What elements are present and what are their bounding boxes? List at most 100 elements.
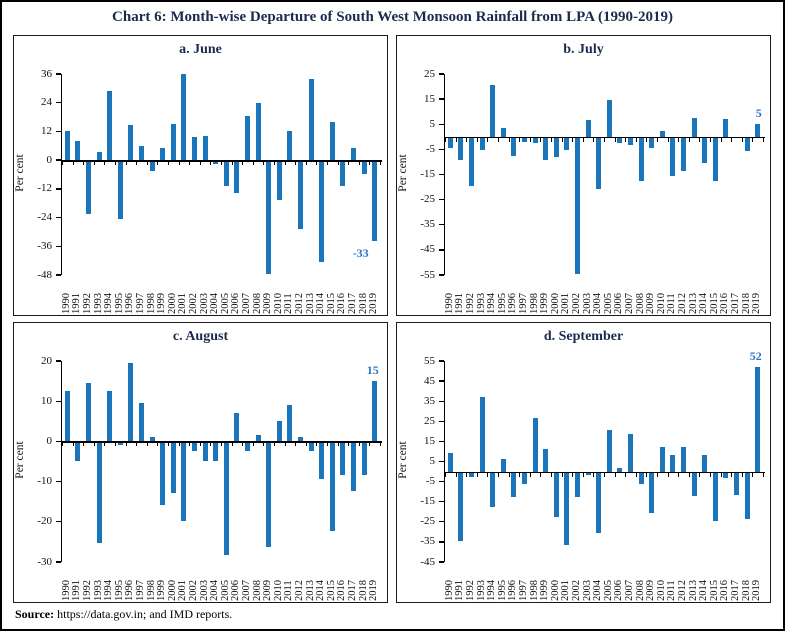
x-tick: [252, 442, 254, 447]
year-label: 2019: [368, 293, 380, 314]
y-tick-label: 24: [41, 96, 52, 109]
bar: [170, 124, 176, 161]
bar: [245, 442, 250, 451]
bar: [543, 449, 549, 472]
x-tick: [136, 442, 138, 447]
y-tick-label: -30: [37, 555, 52, 568]
x-tick: [498, 473, 499, 477]
x-tick: [699, 138, 701, 142]
bar: [64, 391, 70, 442]
x-tick: [125, 161, 127, 166]
year-label: 1992: [465, 293, 476, 314]
x-tick: [274, 161, 275, 166]
x-tick: [657, 473, 658, 477]
year-label: 1992: [82, 580, 93, 601]
x-tick: [93, 442, 95, 447]
bar: [223, 161, 229, 186]
y-tick-label: 5: [429, 117, 436, 130]
bar: [649, 138, 655, 149]
bar: [234, 413, 240, 442]
bar: [723, 119, 729, 137]
bar: [458, 473, 464, 542]
bar: [734, 473, 739, 496]
y-tick-label: 45: [424, 374, 435, 387]
bar: [564, 138, 570, 150]
x-tick: [337, 161, 339, 166]
x-tick: [455, 473, 457, 477]
y-tick: [56, 400, 61, 402]
year-label: 2001: [177, 580, 189, 601]
annotation-label: 5: [755, 106, 762, 121]
bar: [213, 442, 219, 461]
year-label: 2014: [315, 293, 327, 314]
x-tick: [667, 138, 669, 142]
y-tick: [439, 561, 444, 563]
y-tick-label: -20: [37, 515, 52, 528]
x-axis-line: [445, 471, 765, 474]
x-tick: [189, 161, 191, 166]
y-tick-label: -25: [420, 193, 435, 206]
y-tick-label: -45: [420, 555, 435, 568]
y-tick: [439, 360, 444, 362]
plot-area-june: 36 24 12 0 -12 -24 -36 -48 1990 1991 1992 1993 1994 1…: [14, 36, 387, 315]
x-tick: [614, 473, 616, 477]
x-tick: [763, 138, 764, 142]
x-tick: [62, 442, 63, 447]
bar: [192, 137, 197, 161]
year-label: 1996: [507, 293, 519, 314]
bar: [139, 403, 144, 442]
bar: [511, 138, 517, 156]
subplot-title-july: b. July: [563, 42, 604, 57]
y-tick: [56, 102, 61, 104]
bar: [329, 121, 335, 161]
x-tick: [731, 138, 733, 142]
y-tick: [439, 73, 444, 75]
x-tick: [476, 473, 478, 477]
bar: [86, 383, 91, 442]
y-tick: [56, 521, 61, 523]
x-tick: [466, 138, 468, 142]
x-tick: [551, 473, 552, 477]
x-tick: [199, 442, 201, 447]
subplot-title-september: d. September: [543, 329, 624, 344]
year-label: 2014: [315, 580, 327, 601]
y-tick: [439, 148, 444, 151]
bar: [192, 442, 197, 451]
bar: [617, 138, 623, 144]
bar: [479, 138, 485, 150]
x-tick: [305, 161, 307, 166]
x-tick: [380, 161, 381, 166]
bar: [308, 78, 314, 161]
year-label: 2001: [560, 580, 572, 601]
x-tick: [688, 138, 690, 142]
y-tick: [56, 216, 61, 219]
x-tick: [157, 442, 159, 447]
bar: [181, 74, 187, 161]
year-label: 1997: [135, 293, 146, 314]
year-label: 2012: [294, 580, 305, 601]
year-label: 2002: [571, 580, 582, 601]
y-tick: [56, 274, 61, 276]
y-tick-label: -48: [37, 268, 52, 281]
bar: [490, 473, 496, 508]
bar: [575, 138, 580, 274]
x-tick: [157, 161, 159, 166]
x-tick: [305, 442, 307, 447]
x-tick: [115, 442, 116, 447]
bar: [500, 128, 506, 137]
bar: [64, 131, 70, 161]
y-tick: [56, 561, 61, 563]
annotation-label: 15: [366, 363, 379, 378]
bar: [266, 442, 272, 548]
x-tick: [635, 473, 637, 477]
charts-grid: a. June Per cent 36 24 12 0 -12 -24 -36 -48 1990…: [13, 35, 771, 603]
bar: [117, 161, 123, 220]
y-tick: [439, 480, 444, 483]
bar: [255, 102, 261, 161]
x-tick: [358, 442, 360, 447]
x-axis-line: [445, 136, 765, 139]
year-label: 2009: [262, 293, 274, 314]
panel-september: d. September Per cent 55 45 35 25 15 5 -5 -15 -2…: [396, 322, 771, 603]
year-label: 2016: [336, 580, 348, 601]
bar: [628, 138, 633, 145]
